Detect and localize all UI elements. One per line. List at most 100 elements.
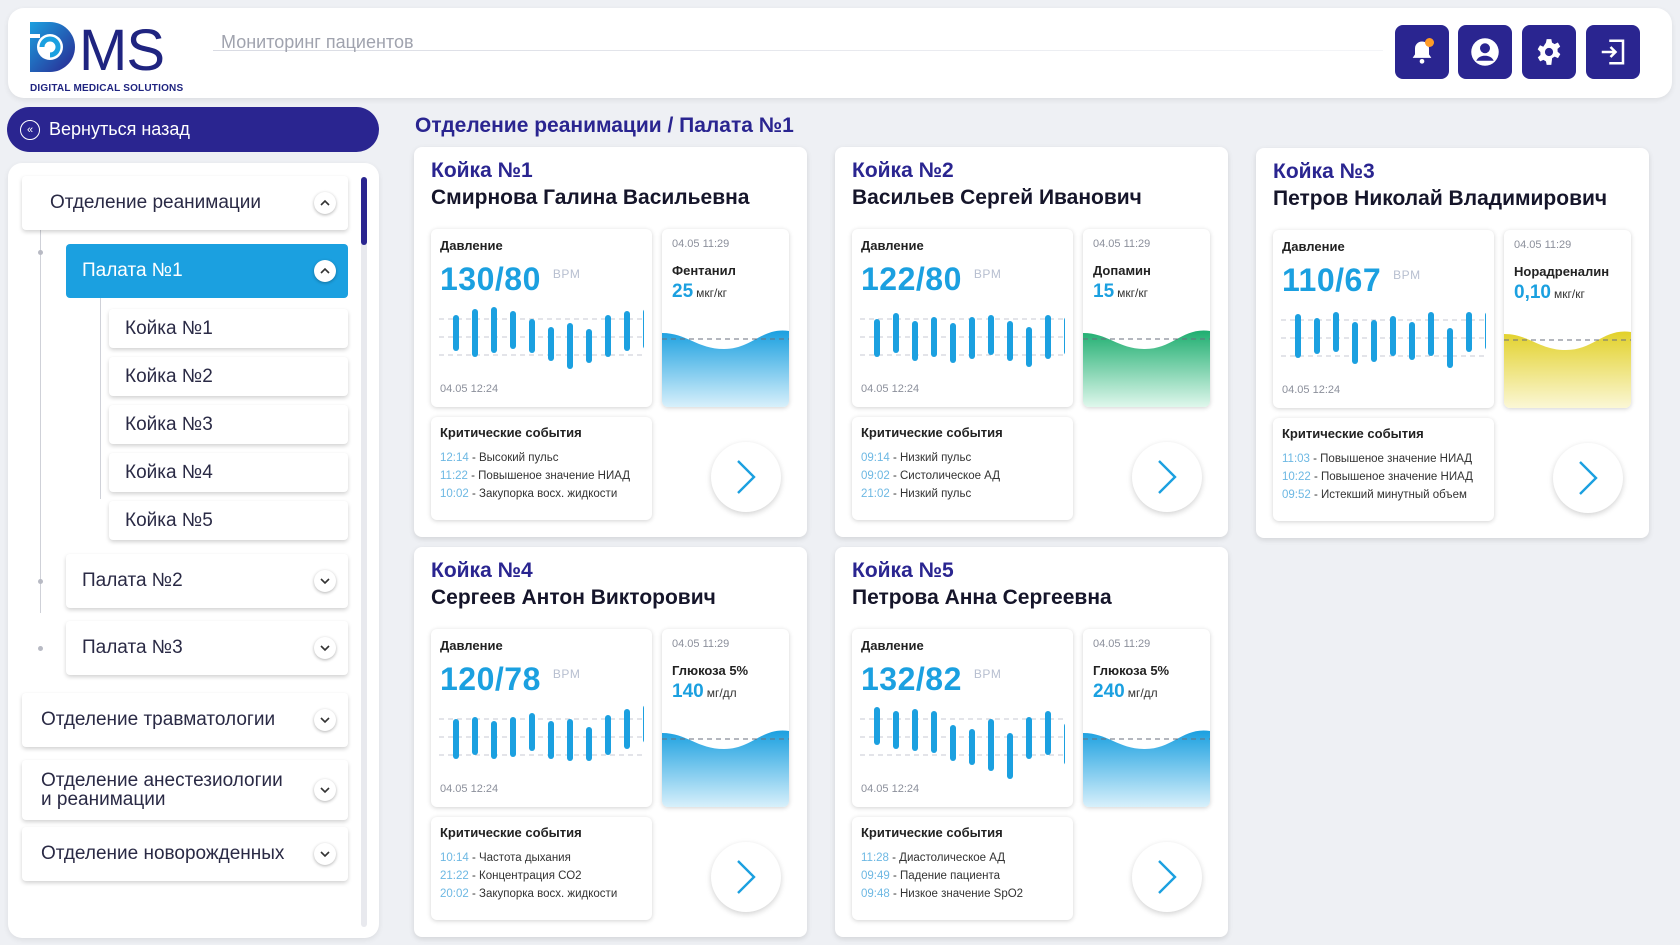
pressure-bar <box>548 327 554 361</box>
pressure-label: Давление <box>861 238 924 253</box>
infusion-wave <box>662 330 789 407</box>
chevron-down-icon[interactable] <box>314 779 336 801</box>
chevron-down-icon[interactable] <box>314 843 336 865</box>
open-patient-button[interactable] <box>1132 442 1202 512</box>
chevron-right-icon <box>1158 860 1177 894</box>
pressure-panel[interactable]: Давление 122/80 BPM 04.05 12:24 <box>852 229 1073 407</box>
pressure-bar <box>586 329 592 363</box>
pressure-chart <box>1281 312 1486 368</box>
event-text: - Истекший минутный объем <box>1310 489 1467 501</box>
event-time: 09:48 <box>861 888 890 900</box>
pressure-bar <box>950 323 956 363</box>
chevron-down-icon[interactable] <box>314 570 336 592</box>
drug-panel[interactable]: 04.05 11:29 Глюкоза 5% 240 мг/дл <box>1083 629 1210 807</box>
drug-panel[interactable]: 04.05 11:29 Норадреналин 0,10 мкг/кг <box>1504 230 1631 408</box>
pressure-panel[interactable]: Давление 130/80 BPM 04.05 12:24 <box>431 229 652 407</box>
dept-label-line1: Отделение анестезиологии <box>41 770 283 791</box>
drug-panel[interactable]: 04.05 11:29 Глюкоза 5% 140 мг/дл <box>662 629 789 807</box>
profile-button[interactable] <box>1458 25 1512 79</box>
chevron-up-icon[interactable] <box>314 192 336 214</box>
ward-label: Палата №3 <box>82 637 183 658</box>
sidebar-ward-2[interactable]: Палата №2 <box>66 554 348 608</box>
pressure-panel[interactable]: Давление 132/82 BPM 04.05 12:24 <box>852 629 1073 807</box>
open-patient-button[interactable] <box>711 442 781 512</box>
chevron-up-icon[interactable] <box>314 260 336 282</box>
dept-label: Отделение травматологии <box>41 709 276 730</box>
top-header: MS DIGITAL MEDICAL SOLUTIONS Мониторинг … <box>8 8 1672 98</box>
user-icon <box>1471 38 1499 66</box>
drug-panel[interactable]: 04.05 11:29 Фентанил 25 мкг/кг <box>662 229 789 407</box>
back-button[interactable]: « Вернуться назад <box>7 107 379 152</box>
chevron-down-icon[interactable] <box>314 637 336 659</box>
sidebar-scrollbar[interactable] <box>361 177 367 927</box>
critical-events-panel[interactable]: Критические события 09:14 - Низкий пульс… <box>852 417 1073 520</box>
pressure-bar <box>1064 723 1065 765</box>
pressure-bar <box>643 705 644 743</box>
notifications-button[interactable] <box>1395 25 1449 79</box>
sidebar-bed-4[interactable]: Койка №4 <box>109 453 348 492</box>
sidebar-dept-anesthesiology[interactable]: Отделение анестезиологии и реанимации <box>22 760 348 820</box>
chevron-down-icon[interactable] <box>314 709 336 731</box>
sidebar-dept-neonatal[interactable]: Отделение новорожденных <box>22 827 348 881</box>
open-patient-button[interactable] <box>1553 443 1623 513</box>
pressure-value: 130/80 BPM <box>440 261 580 298</box>
critical-events-panel[interactable]: Критические события 12:14 - Высокий пуль… <box>431 417 652 520</box>
drug-dose-value: 25 <box>672 281 694 302</box>
sidebar-bed-5[interactable]: Койка №5 <box>109 501 348 540</box>
event-time: 21:02 <box>861 488 890 500</box>
pressure-timestamp: 04.05 12:24 <box>440 783 499 795</box>
drug-dose-unit: мкг/кг <box>696 286 727 300</box>
drug-name: Фентанил <box>672 263 736 278</box>
event-row: 09:52 - Истекший минутный объем <box>1282 489 1467 501</box>
drug-panel[interactable]: 04.05 11:29 Допамин 15 мкг/кг <box>1083 229 1210 407</box>
pressure-bar <box>1390 316 1396 356</box>
scrollbar-thumb[interactable] <box>361 177 367 245</box>
pressure-bar <box>1428 312 1434 356</box>
pressure-panel[interactable]: Давление 120/78 BPM 04.05 12:24 <box>431 629 652 807</box>
open-patient-button[interactable] <box>1132 842 1202 912</box>
event-row: 09:48 - Низкое значение SpO2 <box>861 888 1023 900</box>
sidebar-ward-3[interactable]: Палата №3 <box>66 621 348 675</box>
drug-dose: 0,10 мкг/кг <box>1514 282 1585 304</box>
pressure-bar <box>988 315 994 355</box>
critical-events-panel[interactable]: Критические события 11:03 - Повышеное зн… <box>1273 418 1494 521</box>
logout-button[interactable] <box>1586 25 1640 79</box>
pressure-bar <box>1064 317 1065 355</box>
pressure-bar <box>453 719 459 759</box>
sidebar-dept-reanimation[interactable]: Отделение реанимации <box>22 176 348 230</box>
pressure-bar <box>874 707 880 745</box>
critical-events-panel[interactable]: Критические события 10:14 - Частота дыха… <box>431 817 652 920</box>
event-row: 09:14 - Низкий пульс <box>861 452 971 464</box>
sidebar-bed-1[interactable]: Койка №1 <box>109 309 348 348</box>
settings-button[interactable] <box>1522 25 1576 79</box>
breadcrumb: Отделение реанимации / Палата №1 <box>415 114 794 137</box>
sidebar-bed-3[interactable]: Койка №3 <box>109 405 348 444</box>
critical-events-panel[interactable]: Критические события 11:28 - Диастолическ… <box>852 817 1073 920</box>
pressure-panel[interactable]: Давление 110/67 BPM 04.05 12:24 <box>1273 230 1494 408</box>
sidebar-ward-1[interactable]: Палата №1 <box>66 244 348 298</box>
svg-text:MS: MS <box>79 18 164 76</box>
pressure-bar <box>1007 321 1013 361</box>
pressure-bar <box>950 725 956 761</box>
drug-dose-value: 240 <box>1093 681 1125 702</box>
event-time: 20:02 <box>440 888 469 900</box>
pressure-label: Давление <box>440 238 503 253</box>
pressure-value: 120/78 BPM <box>440 661 580 698</box>
sidebar-bed-2[interactable]: Койка №2 <box>109 357 348 396</box>
chevron-right-icon <box>1158 460 1177 494</box>
drug-name: Глюкоза 5% <box>672 663 749 678</box>
event-text: - Систолическое АД <box>889 470 1001 482</box>
logout-icon <box>1601 39 1625 65</box>
chevron-right-icon <box>737 860 756 894</box>
dept-label: Отделение анестезиологии и реанимации <box>41 771 283 809</box>
pressure-bar <box>912 709 918 751</box>
event-time: 09:14 <box>861 452 890 464</box>
sidebar-dept-traumatology[interactable]: Отделение травматологии <box>22 693 348 747</box>
tree-dot <box>38 646 43 651</box>
open-patient-button[interactable] <box>711 842 781 912</box>
pressure-timestamp: 04.05 12:24 <box>861 783 920 795</box>
events-title: Критические события <box>861 425 1003 440</box>
pressure-bar <box>874 319 880 357</box>
pressure-bar <box>567 323 573 369</box>
event-row: 21:22 - Концентрация СО2 <box>440 870 582 882</box>
